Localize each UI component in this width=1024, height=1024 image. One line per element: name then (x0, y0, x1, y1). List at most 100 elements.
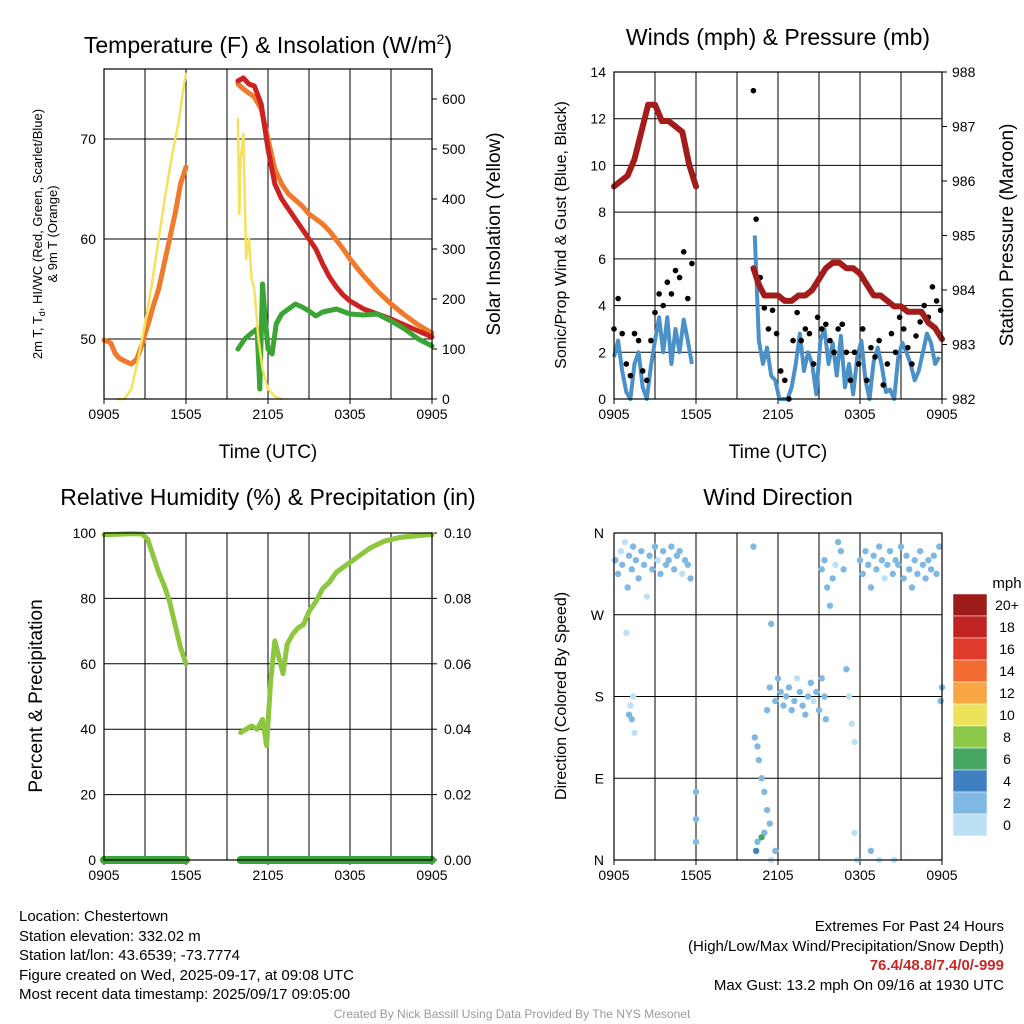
y-tick-label-right: 985 (952, 228, 976, 244)
direction-point (755, 756, 763, 764)
colorbar-label: 0 (1003, 817, 1011, 833)
colorbar-swatch (952, 593, 988, 617)
direction-point (654, 557, 661, 564)
y-tick-label-left: 4 (598, 298, 606, 314)
direction-point (752, 847, 760, 855)
direction-point (777, 688, 784, 696)
direction-point (783, 693, 790, 700)
y-tick-label-left: 70 (80, 131, 96, 147)
direction-point (821, 693, 828, 700)
y-axis-label-left: Percent & Precipitation (26, 599, 47, 792)
pressure-line (750, 259, 945, 343)
series-line-3 (236, 117, 283, 401)
direction-point (822, 716, 830, 723)
credit-text: Created By Nick Bassill Using Data Provi… (333, 1007, 691, 1021)
winds-panel: 0905 1505 2105 0305 090502468101214982983984… (553, 24, 1018, 463)
y-axis-label-left: 2m T, Td, HI/WC (Red, Green, Scarlet/Blu… (30, 109, 47, 359)
plot-frame (103, 68, 433, 400)
recent-data-text: Most recent data timestamp: 2025/09/17 0… (19, 986, 351, 1003)
y-tick-label-left: 14 (590, 64, 606, 80)
y-tick-label-left: 0 (598, 391, 606, 407)
plot-frame (103, 532, 433, 861)
direction-point (903, 552, 910, 559)
direction-point (612, 557, 619, 564)
direction-point (665, 557, 672, 564)
direction-point (900, 575, 907, 582)
direction-point (824, 584, 831, 591)
gust-point (827, 337, 833, 344)
y-tick-label-right: 500 (442, 141, 466, 157)
direction-point (886, 547, 894, 555)
x-axis-label: Time (UTC) (729, 442, 828, 463)
direction-point (629, 693, 637, 700)
direction-point (692, 815, 700, 823)
colorbar-swatch (952, 659, 988, 683)
gust-point (656, 291, 662, 297)
gust-point (929, 284, 936, 290)
colorbar-swatch (952, 681, 988, 705)
colorbar-label: 4 (1003, 773, 1011, 789)
direction-point (649, 566, 656, 573)
gust-point (868, 344, 874, 351)
elevation-text: Station elevation: 332.02 m (19, 927, 201, 945)
direction-point (922, 575, 929, 582)
plot-frame (613, 71, 943, 400)
direction-point (818, 566, 825, 573)
direction-point (660, 547, 667, 555)
direction-point (627, 702, 634, 709)
x-tick-label: 0905 (926, 406, 957, 422)
direction-point (617, 547, 625, 555)
direction-point (687, 575, 694, 582)
direction-point (815, 706, 823, 714)
gust-point (676, 274, 683, 281)
wind-speed-line (752, 235, 941, 401)
x-tick-label: 0305 (334, 406, 365, 422)
extremes-subtitle: (High/Low/Max Wind/Precipitation/Snow De… (688, 937, 1004, 955)
gust-point (859, 326, 866, 332)
direction-point (919, 561, 927, 568)
y-tick-label-right: 983 (952, 337, 976, 353)
gust-point (619, 330, 625, 337)
y-tick-label-left: N (594, 525, 604, 541)
x-tick-label: 1505 (170, 406, 201, 422)
wind-speed-line (612, 315, 694, 401)
direction-point (767, 620, 775, 628)
direction-point (679, 570, 686, 578)
chart-title: Temperature (F) & Insolation (W/m2) (84, 31, 452, 58)
gust-point (896, 314, 903, 321)
gust-point (843, 349, 850, 356)
colorbar-swatch (952, 725, 988, 749)
y-tick-label-left: 80 (80, 590, 96, 606)
y-tick-label-right: 300 (442, 241, 466, 257)
y-tick-label-right: 986 (952, 173, 976, 189)
gust-point (884, 361, 891, 367)
y-tick-label-left: 6 (598, 251, 606, 267)
extremes-values: 76.4/48.8/7.4/0/-999 (869, 957, 1004, 974)
gust-point (909, 361, 915, 367)
direction-point (763, 706, 771, 714)
direction-point (774, 675, 782, 682)
direction-point (772, 697, 779, 705)
x-tick-label: 2105 (252, 867, 283, 883)
gust-point (635, 337, 642, 344)
colorbar-swatch (952, 615, 988, 639)
direction-point (810, 697, 817, 705)
direction-point (623, 629, 630, 637)
gust-point (761, 305, 768, 311)
direction-point (845, 693, 853, 700)
direction-point (629, 543, 637, 550)
colorbar-swatch (952, 637, 988, 661)
gust-point (847, 377, 854, 384)
direction-point (632, 557, 640, 564)
direction-point (754, 838, 761, 846)
direction-point (906, 566, 913, 573)
direction-point (856, 557, 864, 564)
colorbar-title: mph (992, 575, 1021, 592)
direction-point (829, 575, 836, 582)
direction-point (873, 566, 880, 573)
y-tick-label-right: 400 (442, 191, 466, 207)
direction-point (881, 575, 888, 582)
colorbar-label: 12 (999, 685, 1015, 701)
y-tick-label-left: 8 (598, 204, 606, 220)
